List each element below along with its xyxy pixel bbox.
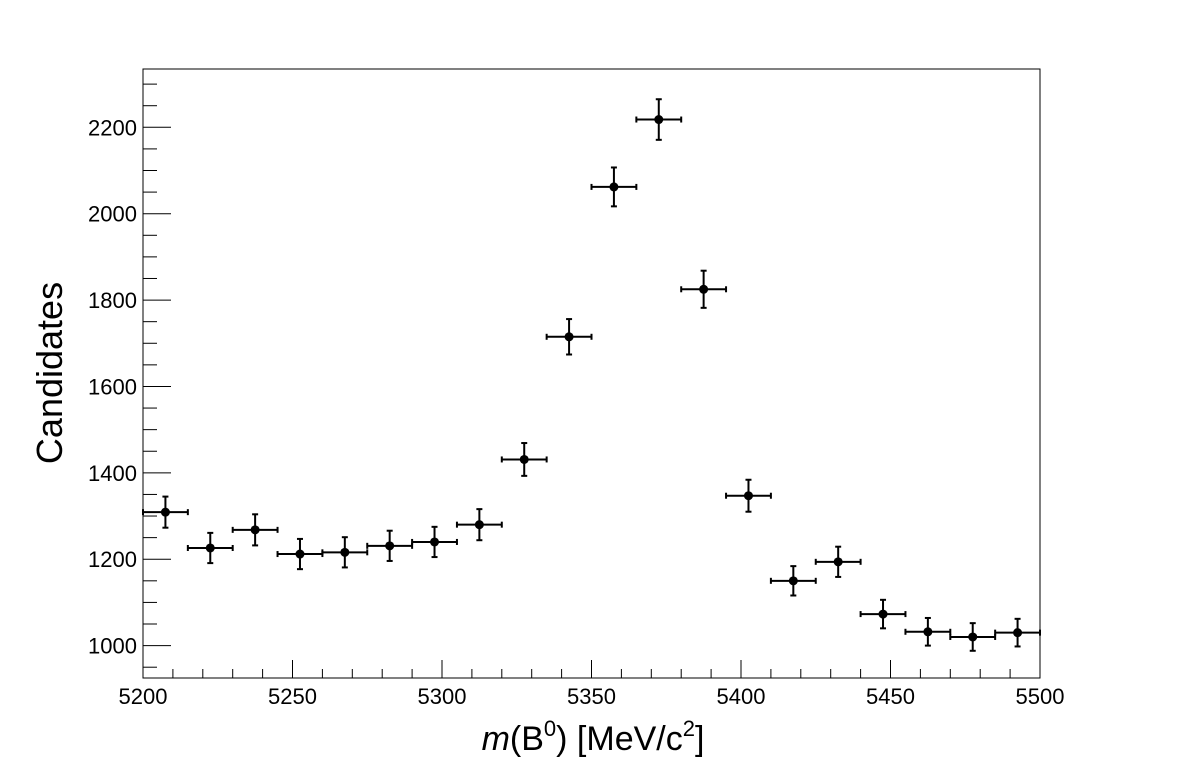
data-points bbox=[142, 98, 1041, 652]
data-point bbox=[635, 98, 683, 141]
data-point bbox=[994, 617, 1041, 648]
y-tick-label: 2200 bbox=[88, 115, 137, 140]
x-tick-label: 5500 bbox=[1016, 684, 1065, 709]
y-tick-label: 1200 bbox=[88, 547, 137, 572]
y-axis-title: Candidates bbox=[29, 282, 70, 464]
data-point bbox=[814, 545, 862, 578]
axis-tick-labels: 5200 5250 5300 5350 5400 5450 5500 1000 1200 1400… bbox=[88, 115, 1064, 709]
y-tick-label: 1600 bbox=[88, 374, 137, 399]
x-axis-title-particle: B bbox=[521, 720, 544, 758]
data-point bbox=[411, 525, 458, 559]
data-marker bbox=[430, 537, 440, 547]
x-axis-title: m(B0) [MeV/c2] bbox=[482, 716, 705, 758]
y-tick-label: 2000 bbox=[88, 202, 137, 227]
data-marker bbox=[699, 284, 709, 294]
data-point bbox=[725, 478, 772, 513]
x-tick-label: 5300 bbox=[418, 684, 467, 709]
y-tick-label: 1400 bbox=[88, 461, 137, 486]
data-marker bbox=[833, 557, 843, 567]
data-marker bbox=[474, 520, 484, 530]
data-marker bbox=[743, 491, 753, 501]
data-marker bbox=[1013, 628, 1023, 638]
data-marker bbox=[205, 543, 215, 553]
data-marker bbox=[340, 547, 350, 557]
x-axis-title-close: ) bbox=[556, 720, 567, 758]
x-tick-label: 5250 bbox=[268, 684, 317, 709]
data-point bbox=[321, 536, 369, 569]
data-marker bbox=[564, 332, 574, 342]
data-marker bbox=[385, 541, 395, 551]
data-marker bbox=[923, 627, 933, 637]
data-point bbox=[680, 269, 728, 309]
x-axis-title-var: m bbox=[482, 720, 510, 758]
x-tick-label: 5400 bbox=[717, 684, 766, 709]
x-axis-title-unit-sup: 2 bbox=[683, 716, 695, 741]
data-marker bbox=[250, 525, 260, 535]
data-point bbox=[859, 598, 907, 630]
data-point bbox=[455, 508, 503, 542]
data-point bbox=[769, 565, 817, 597]
data-point bbox=[276, 537, 324, 571]
data-point bbox=[500, 442, 548, 477]
x-axis-title-open: ( bbox=[510, 720, 522, 758]
data-marker bbox=[968, 632, 978, 642]
x-tick-label: 5350 bbox=[567, 684, 616, 709]
data-marker bbox=[609, 182, 619, 192]
axis-ticks bbox=[142, 83, 1041, 678]
data-marker bbox=[160, 507, 170, 517]
data-marker bbox=[654, 115, 664, 125]
x-tick-label: 5450 bbox=[866, 684, 915, 709]
data-marker bbox=[788, 576, 798, 586]
x-axis-title-unit-close: ] bbox=[695, 720, 704, 758]
x-tick-label: 5200 bbox=[119, 684, 168, 709]
y-tick-label: 1800 bbox=[88, 288, 137, 313]
data-marker bbox=[295, 549, 305, 559]
data-point bbox=[904, 616, 952, 647]
data-point bbox=[949, 622, 997, 652]
data-point bbox=[545, 318, 593, 356]
x-axis-title-particle-sup: 0 bbox=[544, 716, 556, 741]
data-point bbox=[590, 166, 638, 208]
data-point bbox=[366, 529, 414, 562]
data-point bbox=[231, 513, 279, 547]
plot-frame bbox=[142, 68, 1041, 679]
data-point bbox=[186, 531, 234, 565]
data-marker bbox=[519, 454, 529, 464]
x-axis-title-unit: [MeV/c bbox=[567, 720, 682, 758]
data-marker bbox=[878, 609, 888, 619]
y-tick-label: 1000 bbox=[88, 634, 137, 659]
